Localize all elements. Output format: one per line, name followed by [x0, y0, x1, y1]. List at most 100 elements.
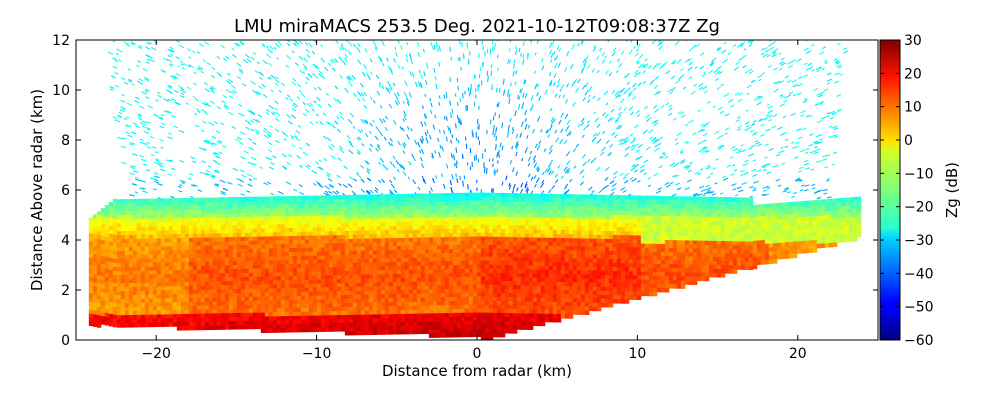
echo-cell	[204, 297, 210, 303]
noise-speckle	[205, 103, 211, 107]
echo-cell	[376, 306, 382, 311]
noise-speckle	[262, 59, 268, 65]
echo-cell	[116, 307, 122, 312]
noise-speckle	[238, 70, 244, 75]
echo-cell	[92, 250, 98, 255]
echo-cell	[252, 208, 258, 214]
echo-cell	[252, 296, 258, 302]
noise-speckle	[541, 190, 545, 194]
echo-cell	[400, 197, 406, 203]
echo-cell	[432, 317, 438, 322]
echo-cell	[384, 198, 390, 203]
echo-cell	[260, 312, 266, 318]
noise-speckle	[514, 81, 517, 86]
noise-speckle	[175, 73, 181, 77]
noise-speckle	[257, 114, 263, 118]
echo-cell	[416, 245, 422, 251]
noise-speckle	[635, 157, 640, 161]
noise-speckle	[334, 85, 339, 90]
echo-cell	[300, 227, 306, 233]
noise-speckle	[130, 41, 137, 45]
echo-cell	[196, 225, 202, 231]
echo-cell	[140, 266, 146, 272]
noise-speckle	[266, 134, 271, 138]
echo-cell	[180, 322, 186, 327]
noise-speckle	[784, 145, 788, 148]
noise-speckle	[637, 155, 643, 160]
echo-cell	[228, 249, 234, 254]
noise-speckle	[343, 57, 348, 62]
echo-cell	[308, 267, 314, 273]
echo-cell	[132, 238, 138, 244]
echo-cell	[444, 197, 450, 202]
noise-speckle	[372, 100, 376, 104]
echo-cell	[420, 205, 426, 211]
echo-cell	[416, 273, 422, 279]
noise-speckle	[216, 155, 221, 159]
echo-cell	[272, 248, 278, 253]
echo-cell	[136, 254, 142, 260]
noise-speckle	[641, 63, 646, 68]
noise-speckle	[638, 54, 644, 60]
noise-speckle	[743, 48, 747, 51]
noise-speckle	[798, 166, 804, 170]
echo-cell	[408, 205, 414, 211]
echo-cell	[184, 253, 190, 259]
echo-cell	[148, 290, 154, 296]
noise-speckle	[780, 95, 786, 99]
noise-speckle	[170, 63, 174, 66]
echo-cell	[136, 310, 142, 316]
echo-cell	[388, 278, 394, 283]
echo-cell	[312, 311, 318, 317]
noise-speckle	[281, 153, 287, 158]
noise-speckle	[524, 117, 527, 122]
noise-speckle	[145, 61, 150, 65]
noise-speckle-layer	[107, 40, 849, 201]
noise-speckle	[139, 141, 146, 145]
echo-cell	[324, 223, 330, 228]
noise-speckle	[267, 76, 271, 80]
echo-cell	[204, 313, 210, 319]
noise-speckle	[825, 179, 830, 182]
echo-cell	[432, 333, 438, 338]
echo-cell	[100, 304, 106, 309]
noise-speckle	[222, 188, 229, 192]
noise-speckle	[693, 83, 698, 87]
noise-speckle	[369, 122, 373, 127]
echo-cell	[208, 317, 214, 323]
echo-cell	[116, 199, 122, 204]
echo-cell	[416, 205, 422, 211]
echo-cell	[284, 224, 290, 229]
echo-cell	[256, 292, 262, 298]
echo-cell	[372, 230, 378, 235]
echo-cell	[236, 240, 242, 246]
echo-cell	[140, 286, 146, 292]
echo-cell	[176, 314, 182, 319]
echo-cell	[140, 222, 146, 228]
echo-cell	[352, 318, 358, 324]
echo-cell	[332, 239, 338, 244]
echo-cell	[236, 232, 242, 238]
echo-cell	[140, 250, 146, 256]
echo-cell	[244, 264, 250, 270]
echo-cell	[252, 312, 258, 318]
echo-cell	[428, 241, 434, 246]
echo-cell	[252, 304, 258, 310]
echo-cell	[416, 325, 422, 331]
noise-speckle	[535, 177, 540, 184]
echo-cell	[284, 308, 290, 313]
echo-cell	[336, 311, 342, 316]
noise-speckle	[389, 137, 393, 142]
echo-cell	[116, 239, 122, 244]
echo-cell	[304, 259, 310, 265]
echo-cell	[408, 253, 414, 259]
noise-speckle	[326, 171, 332, 176]
echo-cell	[128, 295, 134, 300]
noise-speckle	[454, 123, 457, 129]
echo-cell	[372, 206, 378, 211]
echo-cell	[92, 318, 98, 323]
noise-speckle	[423, 71, 426, 77]
noise-speckle	[702, 123, 708, 128]
echo-cell	[372, 298, 378, 303]
echo-cell	[108, 229, 114, 235]
